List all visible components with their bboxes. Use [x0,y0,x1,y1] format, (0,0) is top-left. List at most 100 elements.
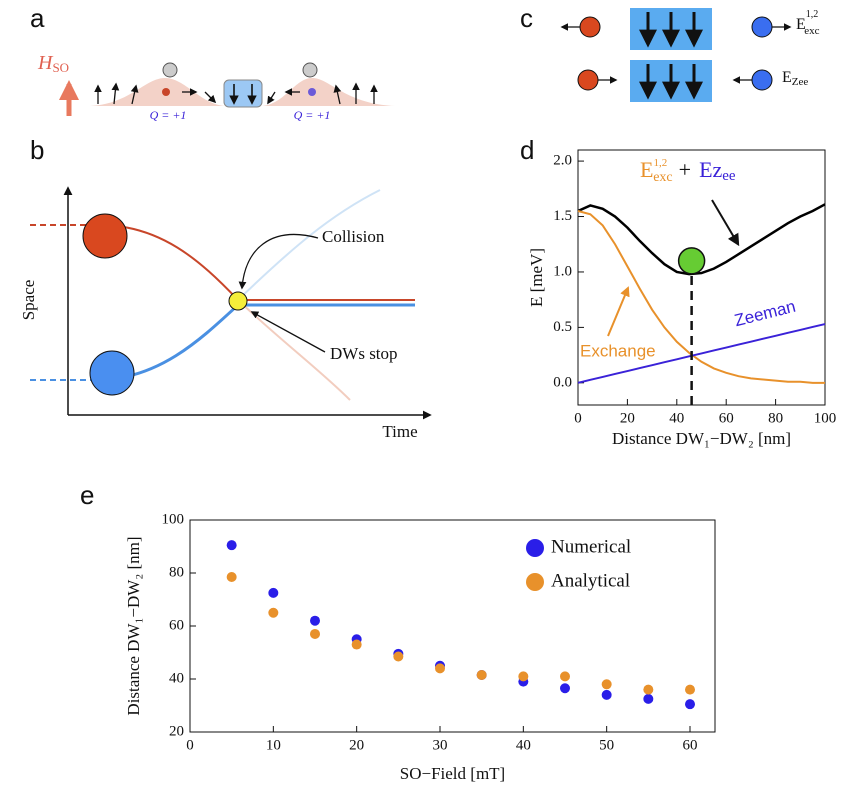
x-tick-label: 10 [266,737,281,753]
point [518,671,529,682]
x-tick-label: 80 [768,410,783,426]
spins [639,12,703,100]
sup: 1,2 [653,157,667,169]
series-line [577,203,826,276]
path [99,303,415,382]
panel-label: a [30,3,45,33]
plus: + [679,157,691,182]
panel-a: HSO Q = +1 Q = +1 [37,52,395,122]
zee-label: EZee [782,69,808,88]
y-tick-label: 1.5 [553,208,572,224]
x-tick-label: 20 [349,737,364,753]
legend-label: Numerical [551,536,631,557]
x-tick-label: 60 [683,737,698,753]
marker [677,247,706,275]
x-label: Time [382,422,417,441]
x-tick-label: 20 [620,410,635,426]
point [560,683,570,694]
y-tick-label: 0.5 [553,319,572,335]
y-tick-label: 80 [169,564,184,580]
ez: Ez [699,157,722,182]
annotation: DWs stop [330,344,398,363]
panel-label: e [80,480,94,510]
point [685,699,695,710]
charge: Q = +1 [294,108,331,122]
point [226,540,237,551]
e: E [640,157,653,182]
series-line [577,323,826,384]
legend-swatch [526,573,544,591]
e: E [782,69,792,86]
point [476,670,487,681]
x-tick-label: 50 [599,737,614,753]
sum-label: E1,2 exc + Ezee [640,157,736,186]
spins [94,82,378,105]
y-tick-label: 0.0 [553,374,572,390]
y-tick-label: 60 [169,617,184,633]
point [601,679,612,690]
legend-swatch [526,539,544,557]
y-tick-label: 20 [169,723,184,739]
panel-label: d [520,135,534,165]
rotor [162,62,178,78]
annotation: Collision [322,227,385,246]
x-label: Distance DW₁−DW₂ [nm] [612,429,791,448]
pointer [238,233,319,290]
field-label: HSO [37,52,69,75]
point [226,571,237,582]
panel-b: Space Time Collision DWs stop [19,186,432,441]
x-tick-label: 0 [574,410,582,426]
domain-box [223,79,263,108]
series-label: Exchange [580,341,656,360]
y-label: Distance DW₁−DW₂ [nm] [124,536,143,715]
rotor [302,62,318,78]
y-tick-label: 100 [162,511,185,527]
point [268,587,279,598]
panel-c: E1,2 exc EZee [560,8,820,102]
point [351,639,362,650]
sub: exc [653,170,672,185]
point [685,684,695,695]
point [560,671,570,682]
y-tick-label: 40 [169,670,184,686]
dw [308,88,316,96]
profile [90,78,395,106]
dw [82,213,128,259]
y-label: Space [19,280,38,321]
point [643,693,654,704]
collision [228,291,248,311]
dw [89,350,135,396]
pointer [607,286,630,337]
x-tick-label: 40 [516,737,531,753]
x-tick-label: 30 [433,737,448,753]
sub: exc [804,25,819,37]
x-tick-label: 0 [186,737,194,753]
exc-label: E1,2 exc [796,9,820,36]
sub: Zee [792,76,809,88]
panel-label: c [520,3,533,33]
pointer [711,199,740,247]
y-tick-label: 1.0 [553,263,572,279]
pointer [250,311,326,353]
point [601,689,612,700]
y-label: E [meV] [527,248,546,307]
point [643,684,654,695]
x-tick-label: 60 [719,410,734,426]
panel-label: b [30,135,44,165]
plot-frame [577,149,826,406]
series-label: Zeeman [732,297,797,331]
point [310,628,320,639]
point [268,607,279,618]
dw [577,69,599,91]
legend-label: Analytical [551,570,630,591]
plot-frame [189,519,716,733]
x-label: SO−Field [mT] [400,764,505,783]
sup: 1,2 [806,9,819,20]
dw [751,16,773,38]
series-line [577,210,825,384]
dw [751,69,773,91]
e: E [796,16,806,33]
point [310,615,320,626]
point [435,663,445,674]
